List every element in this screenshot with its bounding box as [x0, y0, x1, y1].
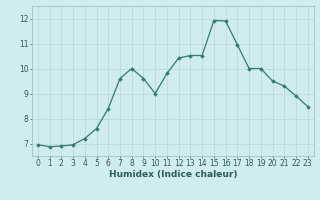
- X-axis label: Humidex (Indice chaleur): Humidex (Indice chaleur): [108, 170, 237, 179]
